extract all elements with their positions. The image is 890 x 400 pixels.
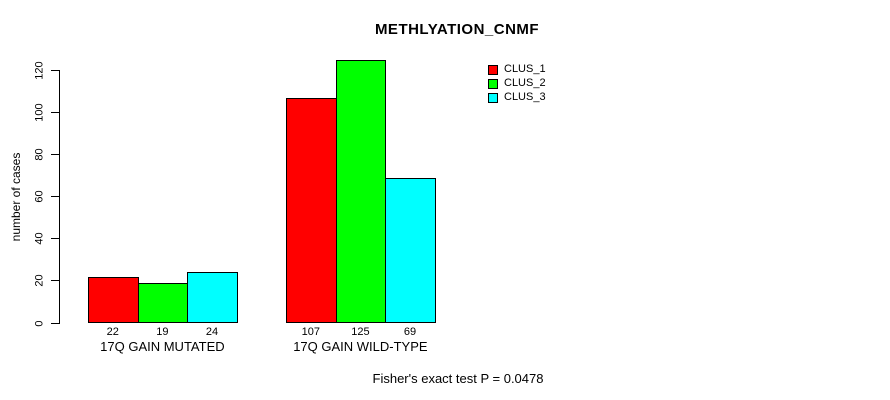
- legend-swatch-clus-3: [488, 92, 498, 103]
- legend-label-clus-3: CLUS_3: [504, 91, 546, 103]
- group-label-1: 17Q GAIN MUTATED: [100, 339, 225, 354]
- y-tick-label-120: 120: [33, 61, 46, 80]
- bar-value-label-clus-3-group1: 24: [205, 326, 219, 338]
- y-tick-label-80: 80: [33, 148, 46, 161]
- y-tick-mark-100: [51, 111, 60, 113]
- legend-label-clus-1: CLUS_1: [504, 63, 546, 75]
- bar-value-label-clus-1-group2: 107: [301, 326, 320, 338]
- bar-value-label-clus-2-group2: 125: [351, 326, 370, 338]
- bar-clus-2-group2: [335, 59, 387, 323]
- bar-clus-1-group1: [88, 276, 139, 323]
- y-tick-label-0: 0: [33, 319, 46, 327]
- y-tick-label-40: 40: [33, 232, 46, 245]
- legend-row-clus-3: CLUS_3: [488, 92, 546, 103]
- bar-clus-3-group1: [187, 272, 238, 323]
- bar-value-label-clus-2-group1: 19: [156, 326, 169, 338]
- legend-label-clus-2: CLUS_2: [504, 77, 546, 89]
- chart-title: METHLYATION_CNMF: [374, 21, 540, 38]
- y-tick-label-100: 100: [33, 103, 46, 122]
- y-tick-label-60: 60: [33, 190, 46, 203]
- legend-swatch-clus-1: [488, 64, 498, 75]
- footnote-fisher-test: Fisher's exact test P = 0.0478: [372, 371, 544, 386]
- legend-row-clus-2: CLUS_2: [488, 78, 546, 89]
- bar-clus-3-group2: [385, 177, 436, 323]
- bar-clus-1-group2: [286, 97, 337, 323]
- y-tick-mark-40: [51, 238, 60, 240]
- bar-value-label-clus-1-group1: 22: [106, 326, 119, 338]
- y-tick-mark-120: [51, 69, 60, 71]
- y-tick-mark-80: [51, 154, 60, 156]
- y-tick-mark-20: [51, 280, 60, 282]
- bar-clus-2-group1: [137, 282, 189, 323]
- y-axis-title: number of cases: [9, 152, 23, 242]
- group-label-2: 17Q GAIN WILD-TYPE: [293, 339, 428, 354]
- y-tick-label-20: 20: [33, 274, 46, 287]
- y-tick-mark-60: [51, 196, 60, 198]
- bar-value-label-clus-3-group2: 69: [403, 326, 417, 338]
- y-tick-mark-0: [51, 322, 60, 324]
- legend: CLUS_1 CLUS_2 CLUS_3: [488, 64, 546, 106]
- legend-swatch-clus-2: [488, 78, 498, 89]
- legend-row-clus-1: CLUS_1: [488, 64, 546, 75]
